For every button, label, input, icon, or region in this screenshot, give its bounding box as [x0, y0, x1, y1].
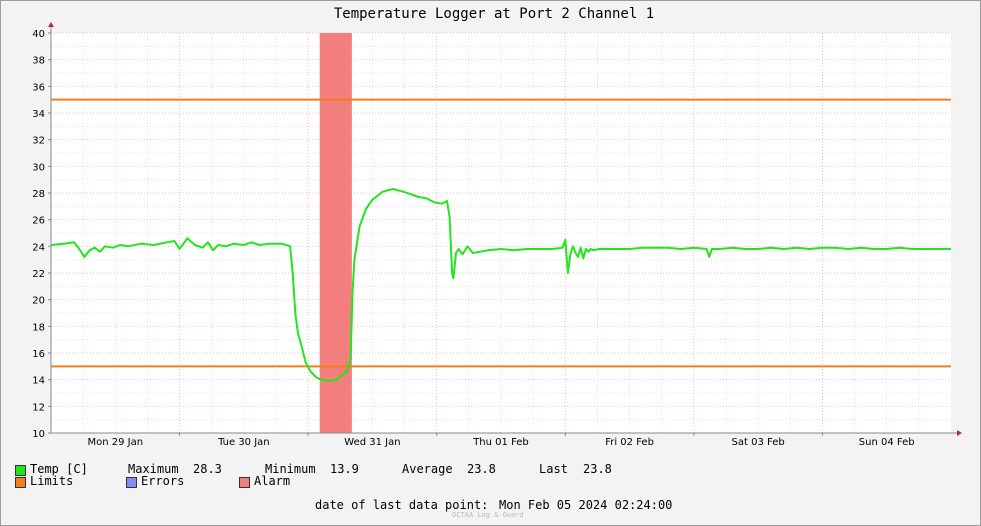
legend-max-value: 28.3 [193, 462, 222, 476]
y-tick-label: 10 [32, 429, 45, 440]
x-tick-label: Sun 04 Feb [859, 437, 915, 448]
alarm-swatch [239, 477, 250, 488]
y-tick-label: 12 [32, 402, 45, 413]
limits-swatch [15, 477, 26, 488]
legend-temp-label: Temp [C] [30, 462, 88, 476]
legend-min-label: Minimum [265, 462, 316, 476]
x-axis-arrow-icon [957, 430, 962, 436]
y-tick-label: 34 [32, 109, 45, 120]
x-tick-label: Tue 30 Jan [217, 437, 270, 448]
last-data-point-value: Mon Feb 05 2024 02:24:00 [499, 498, 673, 512]
y-tick-label: 32 [32, 136, 45, 147]
legend-min-value: 13.9 [330, 462, 359, 476]
x-tick-label: Fri 02 Feb [605, 437, 654, 448]
legend-last-value: 23.8 [583, 462, 612, 476]
last-data-point-label: date of last data point: [315, 498, 489, 512]
x-tick-label: Thu 01 Feb [472, 437, 529, 448]
footer-credit: OCTAA Log & Guard [452, 511, 524, 519]
y-tick-label: 30 [32, 162, 45, 173]
y-tick-label: 14 [32, 376, 45, 387]
y-tick-label: 36 [32, 82, 45, 93]
y-tick-label: 22 [32, 269, 45, 280]
y-tick-label: 28 [32, 189, 45, 200]
alarm-band [319, 33, 352, 433]
legend-limits-label: Limits [30, 474, 74, 488]
y-tick-label: 16 [32, 349, 45, 360]
temp-swatch [15, 465, 26, 476]
x-tick-label: Wed 31 Jan [344, 437, 400, 448]
y-axis-arrow-icon [48, 22, 54, 27]
y-tick-label: 18 [32, 322, 45, 333]
legend-avg-value: 23.8 [467, 462, 496, 476]
x-tick-label: Sat 03 Feb [732, 437, 785, 448]
y-tick-label: 40 [32, 29, 45, 40]
chart-title: Temperature Logger at Port 2 Channel 1 [334, 6, 654, 22]
errors-swatch [126, 477, 137, 488]
legend-errors-label: Errors [141, 474, 185, 488]
legend-max-label: Maximum [128, 462, 179, 476]
legend-avg-label: Average [402, 462, 453, 476]
legend-last-label: Last [539, 462, 568, 476]
legend-alarm-label: Alarm [254, 474, 291, 488]
y-tick-label: 24 [32, 242, 45, 253]
temperature-series-line [50, 188, 951, 382]
y-tick-label: 20 [32, 296, 45, 307]
y-tick-label: 26 [32, 216, 45, 227]
y-tick-label: 38 [32, 56, 45, 67]
x-tick-label: Mon 29 Jan [87, 437, 143, 448]
